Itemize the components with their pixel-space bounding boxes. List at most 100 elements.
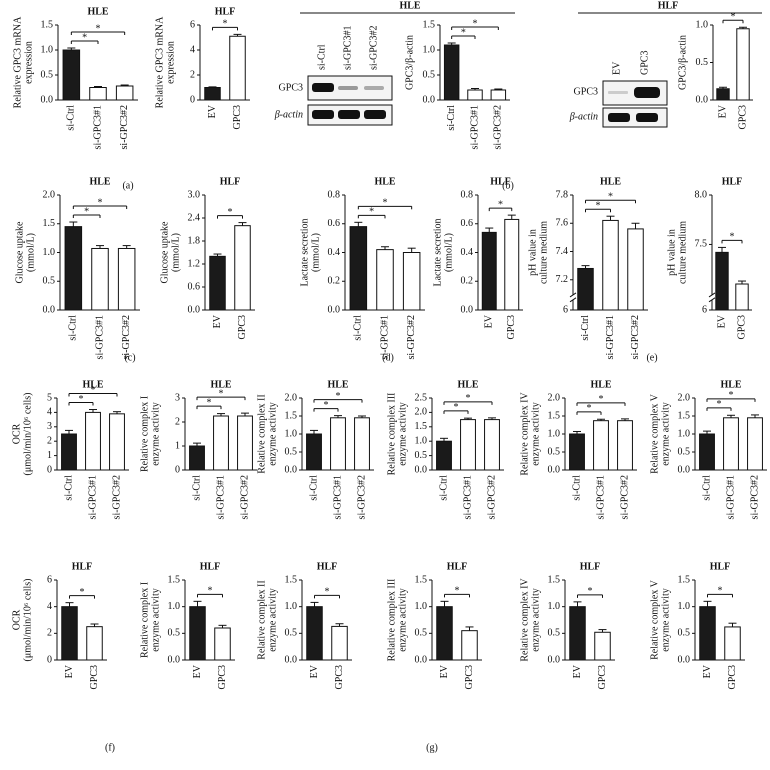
- y-axis-label: Relative complex III: [386, 579, 397, 662]
- error-bar: [464, 417, 472, 420]
- y-tick-label: 0.0: [328, 304, 341, 315]
- chart-title: HLF: [447, 561, 468, 572]
- bar: [402, 252, 421, 311]
- y-tick-label: 6: [190, 19, 195, 30]
- y-tick-label: 0: [47, 654, 52, 665]
- y-tick-label: 1.5: [548, 574, 561, 585]
- bar: [484, 419, 500, 471]
- y-tick-label: 0.0: [548, 654, 561, 665]
- y-tick-label: 1.5: [41, 19, 54, 30]
- bar: [209, 255, 226, 311]
- bar: [490, 89, 507, 101]
- y-tick-label: 0.8: [328, 189, 341, 200]
- y-tick-label: 0.8: [461, 189, 474, 200]
- y-tick-label: 2: [47, 628, 52, 639]
- y-axis-label: OCR: [11, 423, 22, 444]
- sig-star: *: [96, 23, 101, 34]
- y-tick-label: 1.0: [678, 601, 691, 612]
- chart-title: HLF: [490, 176, 511, 187]
- chart-title: HLF: [722, 176, 743, 187]
- x-tick-label: si-GPC3#2: [406, 315, 417, 359]
- y-tick-label: 0.0: [285, 464, 298, 475]
- y-axis-label: enzyme activity: [267, 402, 278, 466]
- error-bar: [90, 623, 99, 627]
- bar-chart: HLF OCR (μmol/min/10⁶ cells) 0 2 4 6 EV GPC3 *: [11, 561, 107, 689]
- x-tick-label: si-Ctrl: [68, 315, 79, 341]
- x-tick-label: si-GPC3#2: [111, 475, 122, 519]
- y-axis-label: enzyme activity: [530, 588, 541, 652]
- x-tick-label: si-GPC3#2: [493, 105, 504, 149]
- y-axis-label: culture medium: [677, 221, 688, 284]
- error-bar: [631, 222, 640, 229]
- error-bar: [407, 247, 416, 253]
- bar: [354, 417, 370, 471]
- y-tick-label: 1.0: [41, 44, 54, 55]
- y-tick-label: 0.6: [461, 218, 474, 229]
- panel-label: (f): [105, 742, 115, 753]
- error-bar: [65, 602, 74, 607]
- y-axis-label: enzyme activity: [660, 588, 671, 652]
- x-tick-label: si-GPC3#2: [630, 315, 641, 359]
- y-tick-label: 6: [702, 304, 707, 315]
- y-axis-label: (mmol/L): [25, 233, 36, 272]
- bar-chart: HLF Relative complex IV enzyme activity 0.0…: [519, 561, 615, 689]
- y-tick-label: 1.5: [678, 574, 691, 585]
- chart-title: HLF: [710, 561, 731, 572]
- chart-title: HLE: [327, 379, 348, 390]
- y-tick-label: 0.2: [328, 276, 341, 287]
- bar-chart: HLE Relative complex IV enzyme activity 0.0…: [519, 379, 637, 519]
- error-bar: [494, 88, 503, 90]
- lane-label: si-GPC3#1: [342, 26, 353, 70]
- y-tick-label: 1.0: [168, 601, 181, 612]
- error-bar: [122, 245, 131, 249]
- y-tick-label: 0.5: [41, 69, 54, 80]
- chart-title: HLE: [87, 6, 108, 17]
- bar-chart: HLE OCR (μmol/min/10⁶ cells) 0 1 2 3 4 5 si-Ctrl s…: [11, 379, 129, 519]
- bar: [237, 415, 253, 471]
- x-tick-label: GPC3: [597, 665, 608, 689]
- y-tick-label: 1.5: [423, 19, 436, 30]
- bar-chart: HLE Glucose uptake (mmol/L) 0.0 0.5 1.0 1.5 2.0…: [14, 176, 140, 359]
- x-tick-label: EV: [64, 664, 75, 678]
- y-tick-label: 0.0: [41, 94, 54, 105]
- y-tick-label: 0.5: [696, 57, 709, 68]
- y-axis-label: Relative GPC3 mRNA: [154, 16, 165, 108]
- y-tick-label: 5: [47, 392, 52, 403]
- sig-star: *: [336, 391, 341, 402]
- x-tick-label: GPC3: [727, 665, 738, 689]
- y-tick-label: 3: [47, 421, 52, 432]
- error-bar: [89, 409, 97, 413]
- x-tick-label: si-GPC3#1: [595, 475, 606, 519]
- y-axis-label: expression: [165, 41, 176, 84]
- sig-star: *: [717, 399, 722, 410]
- bar: [376, 249, 394, 311]
- x-tick-label: si-GPC3#2: [239, 475, 250, 519]
- chart-title: HLE: [374, 176, 395, 187]
- y-tick-label: 2.0: [678, 392, 691, 403]
- x-tick-label: si-Ctrl: [438, 475, 449, 501]
- bar-chart: HLE Relative complex III enzyme activity 0.…: [386, 379, 504, 519]
- y-axis-label: enzyme activity: [150, 588, 161, 652]
- lane-label: EV: [611, 61, 622, 75]
- bar: [85, 411, 101, 471]
- y-tick-label: 1.5: [285, 410, 298, 421]
- error-bar: [213, 253, 222, 257]
- blot-title: HLE: [399, 0, 420, 11]
- y-axis-label: Relative complex V: [649, 393, 660, 474]
- error-bar: [573, 601, 582, 607]
- y-axis-label: (mmol/L): [170, 233, 181, 272]
- x-tick-label: si-GPC3#2: [356, 475, 367, 519]
- y-axis-label: Glucose uptake: [14, 221, 25, 283]
- y-axis-label: pH value in: [527, 229, 538, 276]
- error-bar: [485, 227, 494, 233]
- x-tick-label: si-GPC3#2: [619, 475, 630, 519]
- panel-label: (b): [502, 180, 514, 191]
- band: [312, 83, 334, 92]
- sig-star: *: [588, 586, 593, 597]
- error-bar: [703, 430, 711, 434]
- band: [364, 86, 384, 90]
- panel-label: (e): [646, 352, 657, 363]
- chart-title: HLF: [215, 6, 236, 17]
- x-tick-label: si-Ctrl: [580, 315, 591, 341]
